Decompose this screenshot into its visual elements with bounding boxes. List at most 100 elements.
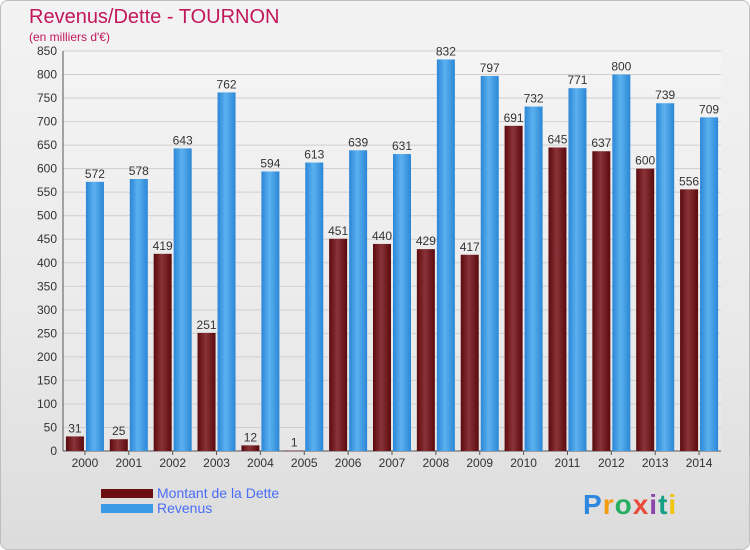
data-label-revenus: 709 (699, 102, 719, 116)
data-label-dette: 251 (197, 318, 217, 332)
logo-letter: x (632, 489, 650, 520)
bar-dette (197, 332, 216, 451)
logo-letter: r (602, 489, 615, 520)
bar-revenus (261, 171, 280, 451)
data-label-dette: 1 (291, 436, 298, 450)
x-tick-label: 2006 (335, 456, 362, 470)
y-tick-label: 700 (37, 115, 57, 129)
bar-dette (153, 253, 172, 451)
data-label-dette: 419 (153, 239, 173, 253)
x-tick-label: 2013 (642, 456, 669, 470)
y-tick-label: 450 (37, 232, 57, 246)
logo-letter: i (668, 489, 678, 520)
bar-revenus (656, 103, 675, 451)
data-label-dette: 645 (547, 132, 567, 146)
proxiti-logo: Proxiti (583, 489, 677, 521)
y-tick-label: 650 (37, 138, 57, 152)
data-label-dette: 637 (591, 136, 611, 150)
x-tick-label: 2012 (598, 456, 625, 470)
logo-letter: o (614, 489, 633, 520)
y-tick-label: 300 (37, 303, 57, 317)
bar-revenus (305, 162, 324, 451)
data-label-revenus: 643 (173, 133, 193, 147)
legend-swatch-revenus (101, 504, 153, 513)
data-label-revenus: 631 (392, 139, 412, 153)
legend-label-dette: Montant de la Dette (157, 485, 280, 501)
data-label-revenus: 762 (217, 77, 237, 91)
data-label-dette: 451 (328, 224, 348, 238)
x-tick-label: 2009 (466, 456, 493, 470)
data-label-revenus: 572 (85, 167, 105, 181)
y-tick-label: 800 (37, 68, 57, 82)
data-label-revenus: 797 (480, 61, 500, 75)
chart-subtitle: (en milliers d'€) (29, 30, 110, 44)
legend-swatch-dette (101, 489, 153, 498)
y-tick-label: 550 (37, 185, 57, 199)
bar-dette (373, 243, 391, 451)
data-label-revenus: 732 (524, 92, 544, 106)
data-label-dette: 429 (416, 234, 436, 248)
bar-dette (460, 254, 479, 451)
bar-dette (65, 436, 84, 451)
x-tick-label: 2004 (247, 456, 274, 470)
data-label-revenus: 739 (655, 88, 675, 102)
bar-revenus (700, 117, 719, 452)
data-label-dette: 556 (679, 174, 699, 188)
x-tick-label: 2000 (72, 456, 99, 470)
chart-title: Revenus/Dette - TOURNON (29, 6, 280, 28)
bar-dette (636, 168, 655, 451)
bar-dette (241, 445, 260, 451)
y-tick-label: 50 (44, 420, 58, 434)
x-tick-label: 2014 (686, 456, 713, 470)
y-tick-label: 0 (50, 444, 57, 458)
x-tick-label: 2003 (203, 456, 230, 470)
data-label-revenus: 832 (436, 44, 456, 58)
logo-letter: t (658, 489, 669, 520)
x-tick-label: 2005 (291, 456, 318, 470)
data-label-revenus: 639 (348, 135, 368, 149)
y-tick-label: 200 (37, 350, 57, 364)
bar-dette (109, 439, 128, 451)
logo-letter: P (583, 489, 603, 520)
data-label-revenus: 613 (304, 148, 324, 162)
x-tick-label: 2002 (159, 456, 186, 470)
legend-label-revenus: Revenus (157, 500, 213, 516)
bar-revenus (217, 92, 236, 451)
bar-revenus (393, 154, 411, 451)
bar-revenus (349, 150, 368, 451)
bar-dette (285, 450, 304, 452)
data-label-dette: 417 (460, 240, 480, 254)
data-label-dette: 31 (68, 421, 82, 435)
bar-dette (592, 151, 611, 451)
y-tick-label: 600 (37, 162, 57, 176)
data-label-dette: 12 (244, 430, 258, 444)
x-tick-label: 2007 (379, 456, 406, 470)
bar-dette (548, 147, 567, 451)
bar-revenus (612, 74, 631, 451)
data-label-revenus: 594 (260, 156, 280, 170)
data-label-dette: 691 (504, 111, 524, 125)
y-tick-label: 350 (37, 279, 57, 293)
plot-area (63, 51, 721, 451)
bar-revenus (129, 179, 148, 451)
x-tick-label: 2001 (115, 456, 142, 470)
bar-revenus (173, 148, 192, 452)
x-tick-label: 2008 (423, 456, 450, 470)
bar-revenus (85, 181, 104, 451)
bar-revenus (480, 75, 499, 452)
logo-letter: i (649, 489, 659, 520)
data-label-dette: 25 (112, 424, 126, 438)
y-tick-label: 250 (37, 326, 57, 340)
bar-dette (504, 125, 523, 451)
data-label-dette: 600 (635, 154, 655, 168)
x-tick-label: 2011 (555, 456, 581, 470)
data-label-revenus: 578 (129, 164, 149, 178)
y-tick-label: 500 (37, 209, 57, 223)
y-tick-label: 750 (37, 91, 57, 105)
bar-revenus (568, 88, 587, 452)
x-tick-label: 2010 (510, 456, 537, 470)
bar-dette (416, 249, 435, 451)
y-tick-label: 150 (37, 373, 57, 387)
